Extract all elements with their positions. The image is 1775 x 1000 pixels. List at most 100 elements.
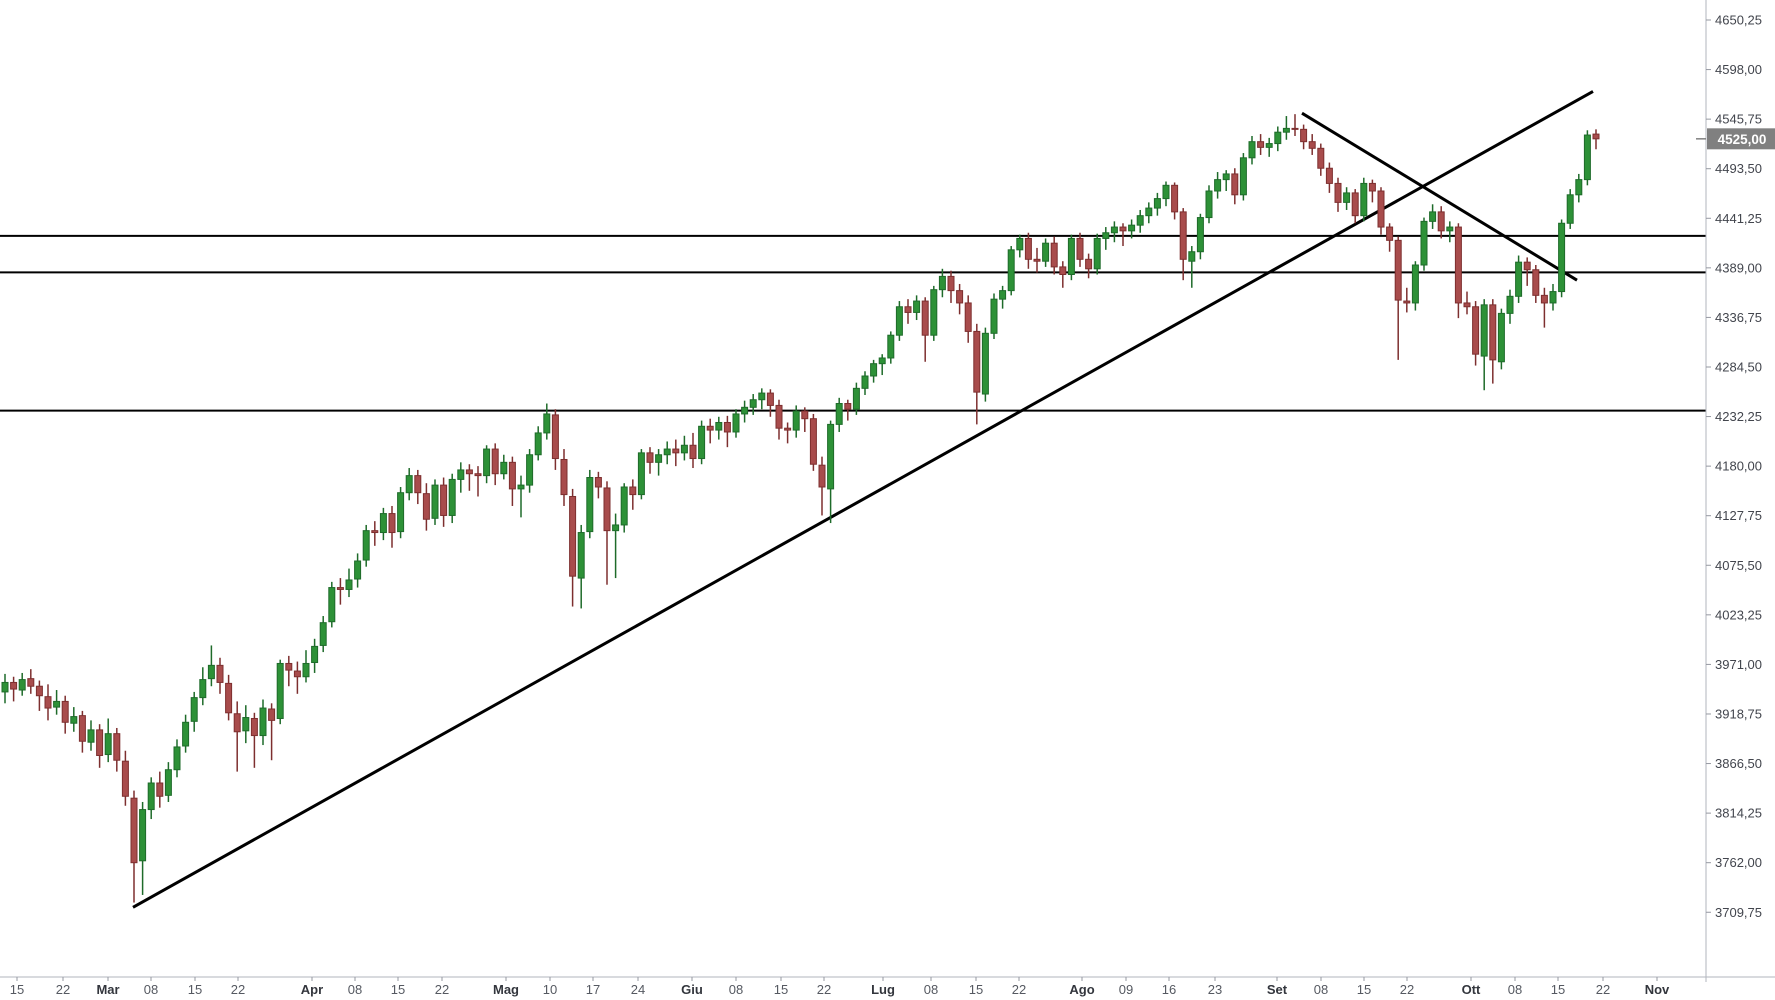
candle-body bbox=[207, 664, 215, 680]
candle-body bbox=[990, 298, 998, 334]
candle-body bbox=[1145, 207, 1153, 217]
candle-body bbox=[1016, 237, 1024, 251]
candle-body bbox=[1558, 222, 1566, 293]
candle-body bbox=[663, 448, 671, 456]
candle-body bbox=[130, 797, 138, 864]
candle-body bbox=[1343, 192, 1351, 203]
candle-body bbox=[981, 332, 989, 395]
time-tick-label: 22 bbox=[231, 982, 245, 997]
time-tick-label: 08 bbox=[144, 982, 158, 997]
candle-body bbox=[465, 469, 473, 475]
time-month-label: Lug bbox=[871, 982, 895, 997]
candle-body bbox=[1257, 141, 1265, 148]
candle-body bbox=[629, 486, 637, 496]
descending-trendline[interactable] bbox=[1301, 111, 1578, 282]
candle-body bbox=[311, 645, 319, 664]
candle-body bbox=[216, 664, 224, 683]
price-tick-label: 4023,25 bbox=[1715, 607, 1762, 622]
candle-body bbox=[655, 454, 663, 463]
candle-body bbox=[276, 662, 284, 719]
candle-body bbox=[560, 458, 568, 496]
candle-body bbox=[999, 290, 1007, 300]
time-tick-label: 17 bbox=[586, 982, 600, 997]
candle-body bbox=[1162, 184, 1170, 200]
price-tick-label: 3762,00 bbox=[1715, 855, 1762, 870]
candle-body bbox=[371, 530, 379, 534]
candle-body bbox=[809, 418, 817, 465]
time-tick-label: 10 bbox=[543, 982, 557, 997]
time-tick-label: 22 bbox=[1596, 982, 1610, 997]
candle-body bbox=[113, 733, 121, 761]
time-tick-label: 15 bbox=[1551, 982, 1565, 997]
time-axis[interactable]: 15 22 Mar 08 15 22 Apr 08 15 22 Mag 10 17 24 Giu 08 15 22… bbox=[0, 976, 1775, 997]
candle-body bbox=[1214, 179, 1222, 192]
candle-body bbox=[259, 707, 267, 737]
ascending-trendline[interactable] bbox=[132, 90, 1594, 909]
time-month-label: Mag bbox=[493, 982, 519, 997]
time-tick-label: 22 bbox=[1400, 982, 1414, 997]
price-tick-label: 3814,25 bbox=[1715, 806, 1762, 821]
candle-body bbox=[603, 487, 611, 532]
time-month-label: Ott bbox=[1462, 982, 1481, 997]
candle-body bbox=[250, 717, 258, 737]
candle-body bbox=[268, 708, 276, 721]
candle-body bbox=[586, 477, 594, 533]
candle-body bbox=[741, 406, 749, 415]
candle-body bbox=[1360, 182, 1368, 217]
price-axis[interactable]: 4650,25 4598,00 4545,75 4493,50 4441,25 4389,… bbox=[1705, 0, 1762, 982]
candle-body bbox=[233, 713, 241, 733]
candle-body bbox=[1119, 226, 1127, 232]
candle-body bbox=[1153, 198, 1161, 209]
candle-body bbox=[35, 685, 43, 697]
candle-body bbox=[1463, 302, 1471, 308]
time-tick-label: 22 bbox=[435, 982, 449, 997]
time-month-label: Ago bbox=[1069, 982, 1094, 997]
trendlines[interactable] bbox=[132, 90, 1594, 909]
candle-body bbox=[758, 392, 766, 401]
time-tick-label: 24 bbox=[631, 982, 645, 997]
candle-body bbox=[1231, 173, 1239, 196]
candle-body bbox=[887, 334, 895, 359]
candle-body bbox=[27, 678, 35, 687]
candle-body bbox=[1076, 237, 1084, 260]
candle-body bbox=[44, 696, 52, 709]
candle-body bbox=[620, 486, 628, 526]
candle-body bbox=[749, 399, 757, 408]
candle-body bbox=[1497, 312, 1505, 363]
candle-body bbox=[139, 809, 147, 862]
time-tick-label: 22 bbox=[56, 982, 70, 997]
candle-body bbox=[1205, 190, 1213, 219]
candle-body bbox=[1549, 291, 1557, 304]
candle-body bbox=[199, 679, 207, 699]
candle-body bbox=[448, 478, 456, 516]
candle-body bbox=[1136, 215, 1144, 226]
candle-body bbox=[1566, 194, 1574, 224]
candle-body bbox=[1024, 237, 1032, 260]
time-tick-label: 15 bbox=[10, 982, 24, 997]
candle-body bbox=[18, 679, 26, 691]
candle-body bbox=[551, 414, 559, 460]
candle-body bbox=[388, 513, 396, 534]
candle-body bbox=[715, 421, 723, 431]
candle-body bbox=[938, 275, 946, 291]
candle-body bbox=[594, 477, 602, 488]
time-tick-label: 15 bbox=[969, 982, 983, 997]
candle-body bbox=[319, 622, 327, 646]
candle-body bbox=[1248, 141, 1256, 159]
candle-body bbox=[1042, 242, 1050, 262]
candle-body bbox=[784, 427, 792, 431]
candle-body bbox=[362, 530, 370, 561]
time-tick-label: 08 bbox=[1314, 982, 1328, 997]
candle-body bbox=[1592, 133, 1600, 140]
price-tick-label: 4180,00 bbox=[1715, 459, 1762, 474]
candle-body bbox=[1179, 211, 1187, 260]
time-tick-label: 08 bbox=[1508, 982, 1522, 997]
time-tick-label: 08 bbox=[348, 982, 362, 997]
candle-body bbox=[225, 682, 233, 714]
candle-body bbox=[1, 681, 9, 693]
candle-body bbox=[1300, 128, 1308, 143]
candle-body bbox=[1222, 173, 1230, 181]
time-tick-label: 15 bbox=[1357, 982, 1371, 997]
candle-body bbox=[852, 387, 860, 410]
